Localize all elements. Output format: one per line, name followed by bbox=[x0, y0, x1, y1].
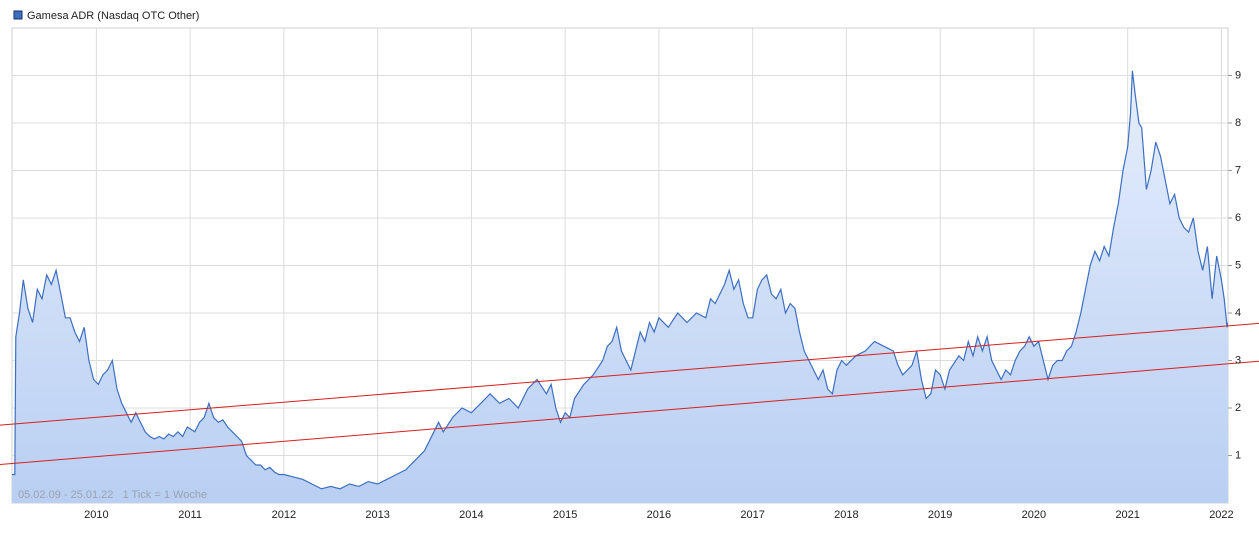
y-tick-label: 7 bbox=[1235, 164, 1241, 176]
x-tick-label: 2018 bbox=[834, 509, 858, 521]
x-tick-label: 2011 bbox=[178, 509, 202, 521]
x-tick-label: 2010 bbox=[84, 509, 108, 521]
legend-label: Gamesa ADR (Nasdaq OTC Other) bbox=[27, 10, 199, 22]
x-tick-label: 2021 bbox=[1115, 509, 1139, 521]
x-tick-label: 2013 bbox=[365, 509, 389, 521]
y-tick-label: 4 bbox=[1235, 307, 1241, 319]
y-tick-label: 3 bbox=[1235, 354, 1241, 366]
x-tick-label: 2019 bbox=[928, 509, 952, 521]
x-tick-label: 2012 bbox=[272, 509, 296, 521]
x-tick-label: 2017 bbox=[740, 509, 764, 521]
trendline bbox=[0, 360, 1259, 466]
x-tick-label: 2016 bbox=[647, 509, 671, 521]
x-tick-label: 2015 bbox=[553, 509, 577, 521]
y-tick-label: 8 bbox=[1235, 117, 1241, 129]
x-tick-label: 2014 bbox=[459, 509, 483, 521]
x-tick-label: 2022 bbox=[1209, 509, 1233, 521]
y-tick-label: 1 bbox=[1235, 449, 1241, 461]
marks bbox=[12, 70, 1228, 503]
y-tick-label: 5 bbox=[1235, 259, 1241, 271]
labels: 1 2 3 4 5 6 7 8 9 2010 2011 2012 2013 2014 2015 2016 201… bbox=[84, 69, 1241, 521]
trendline bbox=[0, 322, 1259, 426]
legend-swatch bbox=[13, 10, 23, 20]
trendlines bbox=[0, 322, 1259, 466]
price-line bbox=[12, 70, 1228, 490]
y-tick-label: 2 bbox=[1235, 402, 1241, 414]
footnote: 05.02.09 - 25.01.22 1 Tick = 1 Woche bbox=[18, 489, 207, 501]
x-tick-label: 2020 bbox=[1022, 509, 1046, 521]
y-tick-label: 9 bbox=[1235, 69, 1241, 81]
area-fill bbox=[12, 70, 1228, 503]
y-tick-label: 6 bbox=[1235, 212, 1241, 224]
